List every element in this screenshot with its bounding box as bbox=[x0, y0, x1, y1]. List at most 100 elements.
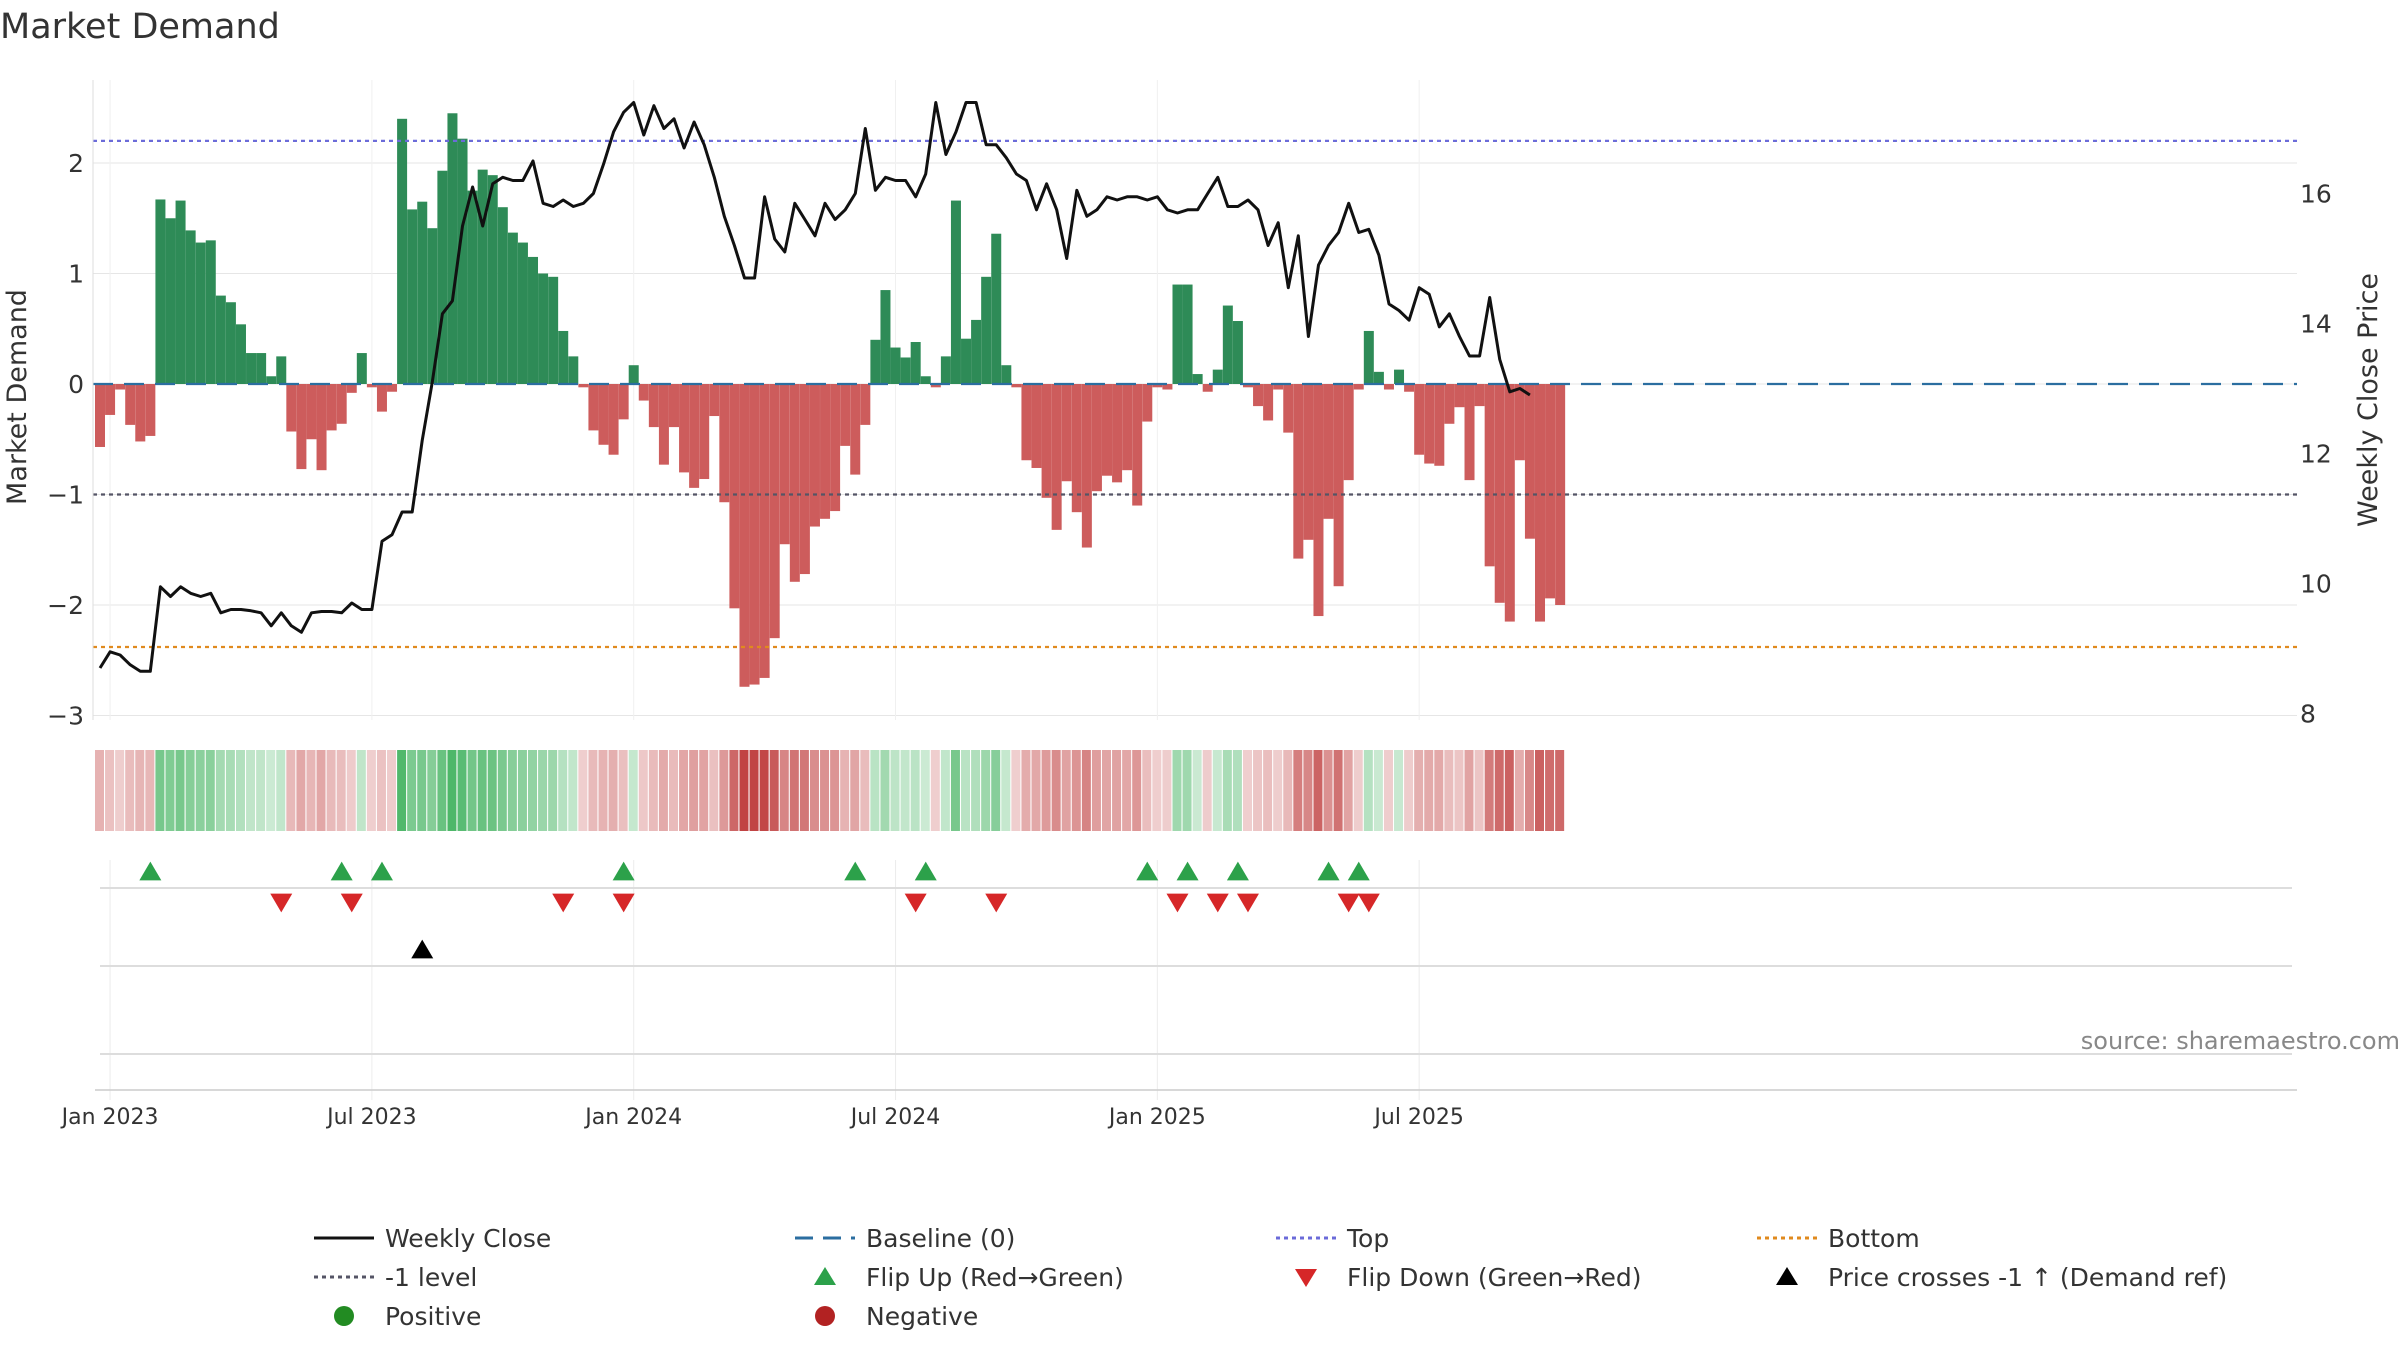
heat-cell bbox=[658, 750, 668, 831]
reference-lines bbox=[93, 139, 2297, 649]
flip-down-marker bbox=[904, 893, 927, 913]
demand-bar-negative bbox=[1021, 384, 1032, 461]
demand-bar-negative bbox=[1343, 384, 1354, 481]
y2-tick-label: 16 bbox=[2300, 180, 2332, 209]
heat-cell bbox=[276, 750, 286, 831]
demand-bar-negative bbox=[1081, 384, 1092, 548]
demand-bar-negative bbox=[1041, 384, 1052, 498]
demand-bar-positive bbox=[276, 356, 287, 384]
demand-bar-negative bbox=[739, 384, 750, 687]
heat-cell bbox=[1404, 750, 1414, 831]
demand-bar-negative bbox=[850, 384, 861, 475]
demand-bar-negative bbox=[1484, 384, 1495, 567]
demand-bar-positive bbox=[870, 339, 881, 384]
heat-cell bbox=[991, 750, 1001, 831]
heat-cell bbox=[840, 750, 850, 831]
flip-up-marker bbox=[612, 861, 635, 881]
flip-down-marker bbox=[1236, 893, 1259, 913]
flip-down-marker bbox=[270, 893, 293, 913]
x-tick-label: Jan 2023 bbox=[60, 1105, 159, 1130]
flip-up-marker bbox=[1226, 861, 1249, 881]
x-axis: Jan 2023 Jul 2023 Jan 2024 Jul 2024 Jan 2025… bbox=[60, 1089, 2297, 1130]
demand-bar-positive bbox=[215, 295, 226, 384]
heat-cell bbox=[709, 750, 719, 831]
heat-cell bbox=[1152, 750, 1162, 831]
demand-bar-positive bbox=[467, 190, 478, 384]
demand-bar-negative bbox=[679, 384, 690, 473]
demand-bar-positive bbox=[256, 353, 267, 384]
demand-bar-negative bbox=[830, 384, 841, 512]
demand-bar-negative bbox=[719, 384, 730, 503]
heat-cell bbox=[850, 750, 860, 831]
heat-cell bbox=[719, 750, 729, 831]
heat-cell bbox=[1474, 750, 1484, 831]
demand-bar-positive bbox=[981, 276, 992, 384]
demand-bars bbox=[95, 113, 1566, 687]
heat-cell bbox=[246, 750, 256, 831]
demand-bar-positive bbox=[497, 207, 508, 384]
heat-cell bbox=[497, 750, 507, 831]
heat-cell bbox=[950, 750, 960, 831]
legend-label: Top bbox=[1346, 1224, 1389, 1253]
heat-cell bbox=[1031, 750, 1041, 831]
y2-tick-label: 14 bbox=[2300, 310, 2332, 339]
demand-bar-positive bbox=[558, 330, 569, 384]
demand-bar-negative bbox=[930, 384, 941, 388]
heat-cell bbox=[1273, 750, 1283, 831]
legend-label: Bottom bbox=[1828, 1224, 1920, 1253]
heat-cell bbox=[668, 750, 678, 831]
heat-cell bbox=[487, 750, 497, 831]
demand-bar-negative bbox=[1514, 384, 1525, 461]
heat-cell bbox=[427, 750, 437, 831]
flip-down-marker bbox=[552, 893, 575, 913]
demand-bar-negative bbox=[1112, 384, 1123, 483]
demand-bar-negative bbox=[1051, 384, 1062, 530]
x-tick-label: Jul 2024 bbox=[849, 1105, 941, 1130]
demand-bar-negative bbox=[346, 384, 357, 393]
demand-bar-negative bbox=[95, 384, 105, 447]
legend-label: Price crosses -1 ↑ (Demand ref) bbox=[1828, 1263, 2227, 1292]
heat-cell bbox=[1091, 750, 1101, 831]
legend-swatch bbox=[815, 1306, 835, 1326]
heat-cell bbox=[1162, 750, 1172, 831]
weekly-close-line bbox=[98, 101, 1531, 673]
y2-tick-label: 12 bbox=[2300, 440, 2332, 469]
heat-cell bbox=[1061, 750, 1071, 831]
heat-cell bbox=[1484, 750, 1494, 831]
demand-bar-negative bbox=[1464, 384, 1475, 481]
heat-cell bbox=[1545, 750, 1555, 831]
heat-cell bbox=[437, 750, 447, 831]
legend-label: -1 level bbox=[385, 1263, 477, 1292]
heat-cell bbox=[1394, 750, 1404, 831]
heat-cell bbox=[215, 750, 225, 831]
demand-bar-negative bbox=[336, 384, 347, 424]
heat-cell bbox=[1051, 750, 1061, 831]
demand-bar-positive bbox=[900, 357, 911, 384]
flip-down-marker bbox=[340, 893, 363, 913]
demand-bar-negative bbox=[1424, 384, 1435, 464]
legend-label: Positive bbox=[385, 1302, 481, 1331]
demand-bar-positive bbox=[487, 175, 498, 384]
heat-cell bbox=[638, 750, 648, 831]
heat-cell bbox=[961, 750, 971, 831]
legend-swatch bbox=[1295, 1269, 1317, 1287]
heat-cell bbox=[417, 750, 427, 831]
demand-bar-negative bbox=[769, 384, 780, 639]
flip-up-marker bbox=[330, 861, 353, 881]
demand-bar-negative bbox=[598, 384, 609, 445]
demand-bar-positive bbox=[961, 338, 972, 384]
demand-bar-negative bbox=[1444, 384, 1455, 424]
flip-down-marker bbox=[1337, 893, 1360, 913]
demand-bar-negative bbox=[125, 384, 136, 425]
legend-label: Negative bbox=[866, 1302, 978, 1331]
price-line-group bbox=[98, 101, 1531, 673]
heat-cell bbox=[175, 750, 185, 831]
y-tick-label: −2 bbox=[47, 591, 84, 620]
demand-bar-negative bbox=[648, 384, 659, 428]
heat-cell bbox=[1383, 750, 1393, 831]
demand-bar-negative bbox=[1353, 384, 1364, 390]
heat-cell bbox=[1132, 750, 1142, 831]
demand-bar-positive bbox=[437, 170, 448, 384]
demand-bar-positive bbox=[940, 356, 951, 384]
heat-cell bbox=[326, 750, 336, 831]
